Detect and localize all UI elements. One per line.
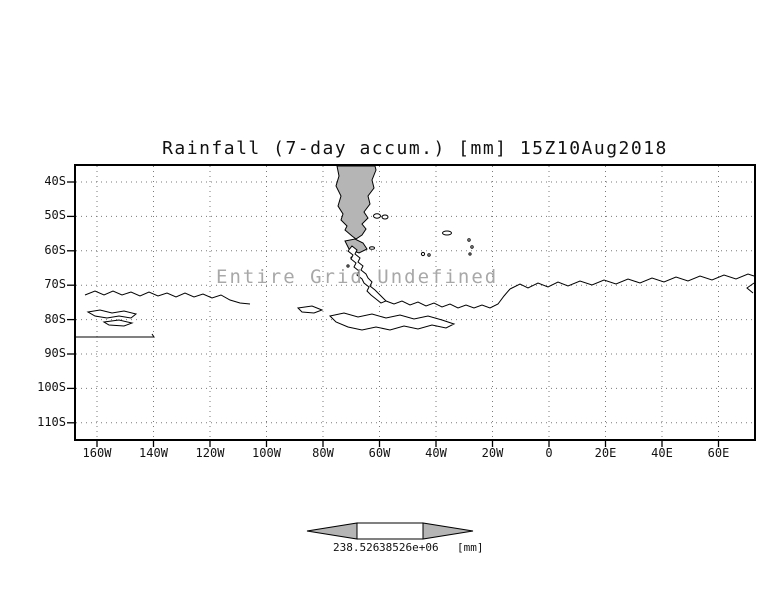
plot-frame [74,164,756,441]
colorbar [306,522,474,540]
chart-title: Rainfall (7-day accum.) [mm] 15Z10Aug201… [162,138,668,159]
west-coast-islands [86,309,138,319]
colorbar-unit-label: [mm] [457,541,484,554]
island-speck [470,245,474,249]
x-tick-label: 100W [252,446,281,460]
y-tick-label: 40S [44,174,66,188]
antarctic-peninsula [347,245,387,304]
island-speck [427,253,431,257]
x-tick-label: 80W [312,446,334,460]
weddell-sea-coast [385,288,511,309]
y-tick-label: 50S [44,208,66,223]
south-georgia-island [442,230,452,236]
y-tick-label: 60S [44,242,66,257]
y-tick-label: 70S [44,277,66,292]
island-speck [467,238,471,242]
east-antarctica-coast [509,273,755,290]
y-tick-label: 90S [44,346,66,360]
south-america-landmass [335,165,377,240]
x-tick-label: 60E [707,446,730,460]
coastline-layer [75,165,755,338]
falkland-east-island [381,214,389,220]
ice-shelf-outline [296,305,324,314]
x-tick-label: 160W [82,446,112,460]
x-tick-label: 40W [425,446,447,460]
west-antarctica-coast [84,290,251,305]
right-edge-coast [746,282,755,294]
colorbar-max-label: 38526e+06 [379,541,439,554]
x-tick-label: 40E [651,446,673,460]
grid-layer [76,166,754,439]
colorbar-left-arrow [306,522,358,540]
tick-layer [67,181,720,447]
x-tick-label: 60W [368,446,391,460]
x-tick-label: 0 [545,446,553,460]
x-tick-label: 20E [594,446,617,460]
x-tick-label: 20W [481,446,504,460]
y-tick-label: 110S [37,414,66,429]
colorbar-box [356,522,424,540]
colorbar-min-label: 238.526 [333,541,380,554]
west-coast-islands [102,319,134,327]
falkland-west-island [373,213,381,219]
y-tick-label: 100S [37,380,66,395]
staten-island [369,246,375,250]
colorbar-right-arrow [422,522,474,540]
island-speck [346,264,350,268]
x-tick-label: 140W [139,446,168,460]
island-speck [420,251,426,257]
y-tick-label: 80S [44,311,66,326]
ice-shelf-outline [328,312,456,331]
island-speck [468,252,472,256]
undefined-grid-annotation: Entire Grid Undefined [216,266,499,288]
ross-shelf-edge [75,333,155,338]
x-tick-label: 120W [195,446,225,460]
